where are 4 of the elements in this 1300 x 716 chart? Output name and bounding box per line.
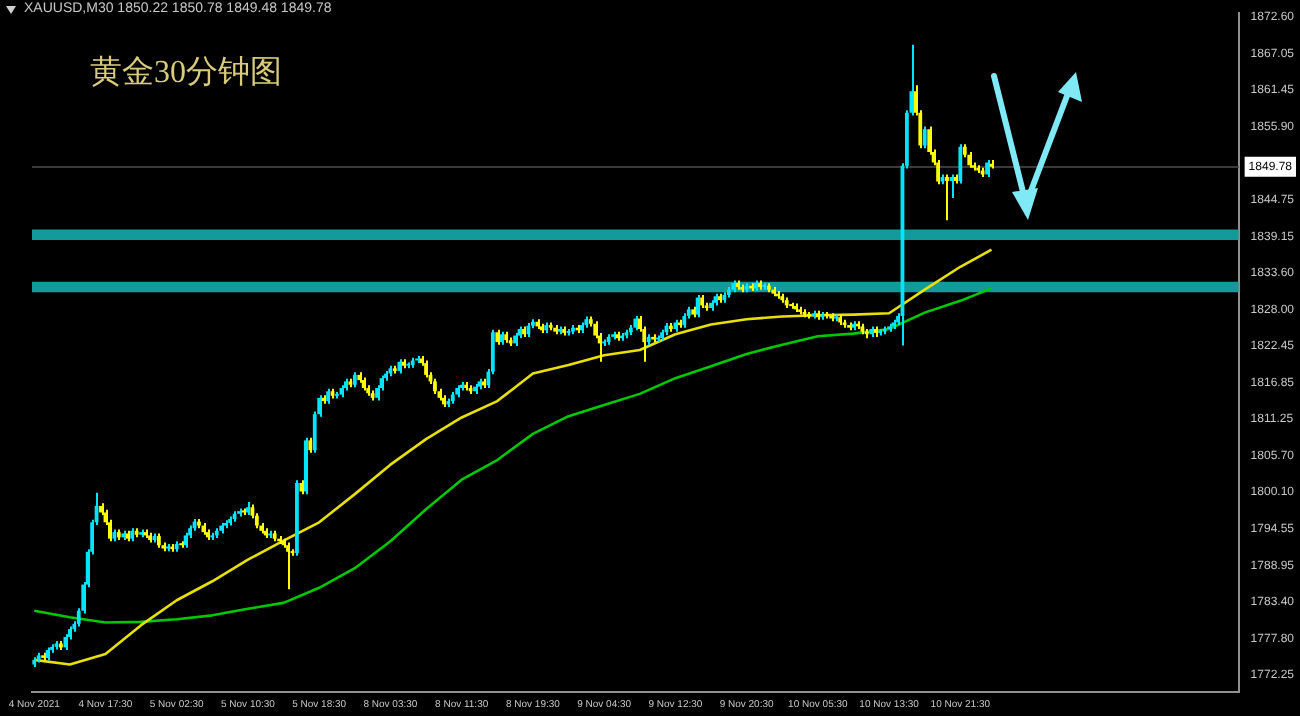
text: 黄金30分钟图 bbox=[90, 53, 282, 94]
candlestick bbox=[179, 540, 184, 549]
candlestick bbox=[922, 125, 927, 150]
candlestick bbox=[945, 173, 949, 222]
